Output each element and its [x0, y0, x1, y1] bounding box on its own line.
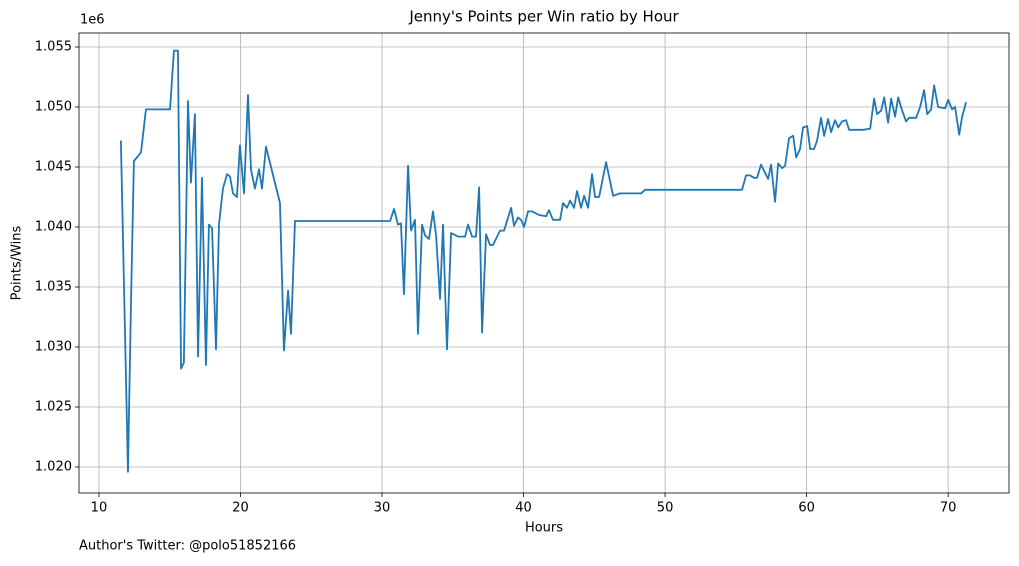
y-tick-label: 1.030: [35, 339, 72, 354]
x-tick-label: 20: [232, 501, 249, 516]
footer: Author's Twitter: @polo51852166: [79, 539, 296, 554]
x-axis-label: Hours: [525, 521, 563, 536]
y-tick-label: 1.055: [35, 40, 72, 55]
y-tick-label: 1.045: [35, 160, 72, 175]
x-tick-label: 40: [515, 501, 532, 516]
x-tick-label: 70: [940, 501, 957, 516]
y-tick-label: 1.040: [35, 220, 72, 235]
x-tick-label: 30: [374, 501, 391, 516]
x-tick-label: 60: [798, 501, 815, 516]
data-line: [119, 49, 967, 473]
y-offset-label: 1e6: [80, 13, 105, 28]
x-tick-label: 10: [91, 501, 108, 516]
y-axis-label: Points/Wins: [10, 225, 25, 300]
y-tick-label: 1.035: [35, 279, 72, 294]
plot-frame: [78, 32, 1010, 494]
chart-title: Jenny's Points per Win ratio by Hour: [408, 8, 679, 26]
y-tick-label: 1.020: [35, 459, 72, 474]
y-tick-label: 1.050: [35, 100, 72, 115]
x-tick-label: 50: [657, 501, 674, 516]
y-tick-label: 1.025: [35, 399, 72, 414]
